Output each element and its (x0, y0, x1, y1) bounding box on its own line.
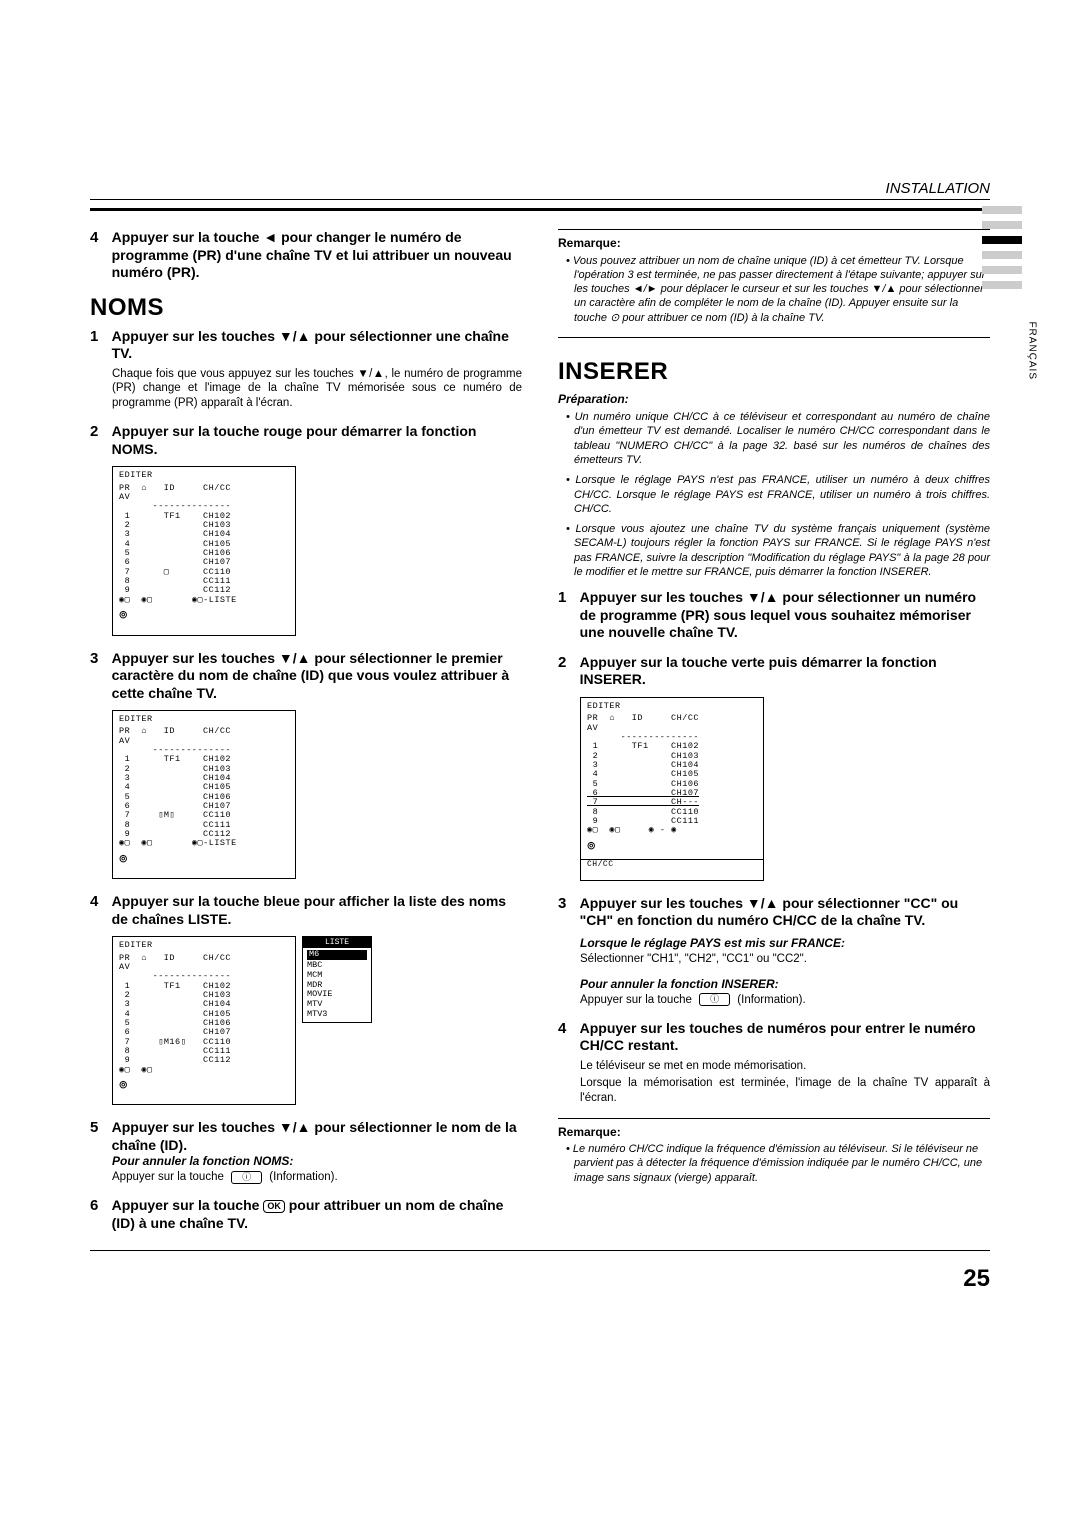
prep-2: • Lorsque le réglage PAYS n'est pas FRAN… (566, 473, 990, 516)
i4-body1: Le téléviseur se met en mode mémorisatio… (580, 1059, 990, 1074)
ins-step-4: 4 Appuyer sur les touches de numéros pou… (558, 1020, 990, 1106)
step-number: 6 (90, 1197, 108, 1214)
screen-illustration-3: EDITER PR ⌂ ID CH/CC AV -------------- 1… (112, 936, 522, 1105)
noms-step-3: 3 Appuyer sur les touches ▼/▲ pour sélec… (90, 650, 522, 880)
step-text: Appuyer sur les touches ▼/▲ pour sélecti… (112, 1119, 522, 1154)
step-text: Appuyer sur la touche bleue pour affiche… (112, 893, 522, 928)
cancel-noms-body: Appuyer sur la touche ⓘ (Information). (112, 1170, 522, 1185)
noms-title: NOMS (90, 294, 522, 322)
language-tab: FRANÇAIS (1027, 321, 1038, 380)
remarque-text: • Le numéro CH/CC indique la fréquence d… (566, 1142, 990, 1185)
step-text: Appuyer sur les touches de numéros pour … (580, 1020, 990, 1055)
ins-step-2: 2 Appuyer sur la touche verte puis démar… (558, 654, 990, 881)
pays-france-body: Sélectionner "CH1", "CH2", "CC1" ou "CC2… (580, 952, 990, 967)
page-number: 25 (90, 1265, 990, 1293)
step-body: Chaque fois que vous appuyez sur les tou… (112, 367, 522, 412)
remarque-text: • Vous pouvez attribuer un nom de chaîne… (566, 254, 990, 325)
noms-step-2: 2 Appuyer sur la touche rouge pour démar… (90, 423, 522, 635)
left-column: 4 Appuyer sur la touche ◄ pour changer l… (90, 229, 522, 1244)
step-text: Appuyer sur les touches ▼/▲ pour sélecti… (112, 328, 522, 363)
preparation-head: Préparation: (558, 392, 990, 406)
content-columns: 4 Appuyer sur la touche ◄ pour changer l… (90, 229, 990, 1244)
i4-body2: Lorsque la mémorisation est terminée, l'… (580, 1076, 990, 1106)
step-text: Appuyer sur les touches ▼/▲ pour sélecti… (580, 895, 990, 930)
ins-step-3: 3 Appuyer sur les touches ▼/▲ pour sélec… (558, 895, 990, 1008)
inserer-title: INSERER (558, 358, 990, 386)
info-button-icon: ⓘ (231, 1171, 262, 1184)
header-rule (90, 208, 990, 211)
noms-step-5: 5 Appuyer sur les touches ▼/▲ pour sélec… (90, 1119, 522, 1185)
step-number: 4 (90, 229, 108, 246)
remarque-head: Remarque: (558, 1125, 990, 1141)
noms-step-6: 6 Appuyer sur la touche OK pour attribue… (90, 1197, 522, 1232)
cancel-inserer-head: Pour annuler la fonction INSERER: (580, 977, 990, 991)
step-number: 1 (558, 589, 576, 606)
page-container: INSTALLATION FRANÇAIS 4 Appuyer sur la t… (70, 0, 1010, 1333)
remarque-2: Remarque: • Le numéro CH/CC indique la f… (558, 1118, 990, 1197)
prep-1: • Un numéro unique CH/CC à ce téléviseur… (566, 410, 990, 467)
step-number: 2 (90, 423, 108, 440)
step-number: 4 (90, 893, 108, 910)
step-number: 3 (558, 895, 576, 912)
step-text: Appuyer sur la touche rouge pour démarre… (112, 423, 522, 458)
step-text: Appuyer sur la touche ◄ pour changer le … (112, 229, 522, 282)
step-number: 1 (90, 328, 108, 345)
noms-step-1: 1 Appuyer sur les touches ▼/▲ pour sélec… (90, 328, 522, 412)
liste-panel: LISTE M6 MBC MCM MDR MOVIE MTV MTV3 (302, 936, 372, 1023)
screen-illustration-inserer: EDITER PR ⌂ ID CH/CC AV -------------- 1… (580, 697, 990, 881)
screen-illustration-2: EDITER PR ⌂ ID CH/CC AV -------------- 1… (112, 710, 522, 879)
step-number: 5 (90, 1119, 108, 1136)
ok-icon: OK (263, 1200, 285, 1213)
step-text: Appuyer sur les touches ▼/▲ pour sélecti… (580, 589, 990, 642)
remarque-1: Remarque: • Vous pouvez attribuer un nom… (558, 229, 990, 338)
step-number: 2 (558, 654, 576, 671)
ins-step-1: 1 Appuyer sur les touches ▼/▲ pour sélec… (558, 589, 990, 642)
edge-tabs (982, 206, 1022, 296)
step-text: Appuyer sur les touches ▼/▲ pour sélecti… (112, 650, 522, 703)
step-text: Appuyer sur la touche OK pour attribuer … (112, 1197, 522, 1232)
info-button-icon: ⓘ (699, 993, 730, 1006)
cancel-noms-head: Pour annuler la fonction NOMS: (112, 1154, 522, 1168)
step-number: 3 (90, 650, 108, 667)
step-number: 4 (558, 1020, 576, 1037)
remarque-head: Remarque: (558, 236, 990, 252)
noms-step-4: 4 Appuyer sur la touche bleue pour affic… (90, 893, 522, 1105)
cancel-inserer-body: Appuyer sur la touche ⓘ (Information). (580, 993, 990, 1008)
prep-3: • Lorsque vous ajoutez une chaîne TV du … (566, 522, 990, 579)
pays-france-head: Lorsque le réglage PAYS est mis sur FRAN… (580, 936, 990, 950)
step-text: Appuyer sur la touche verte puis démarre… (580, 654, 990, 689)
step-4-prev: 4 Appuyer sur la touche ◄ pour changer l… (90, 229, 522, 282)
screen-illustration-1: EDITER PR ⌂ ID CH/CC AV -------------- 1… (112, 466, 522, 635)
right-column: Remarque: • Vous pouvez attribuer un nom… (558, 229, 990, 1244)
section-header: INSTALLATION (90, 180, 990, 200)
